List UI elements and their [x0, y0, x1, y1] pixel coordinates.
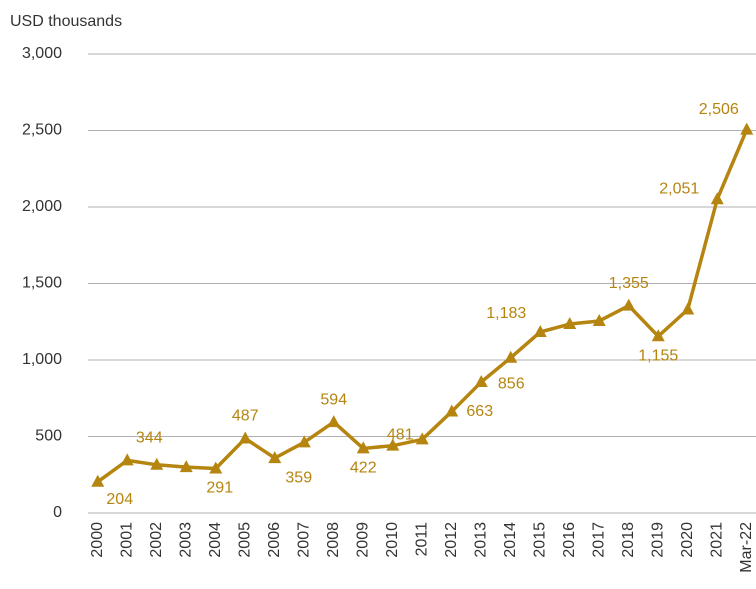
y-tick-label: 1,500: [22, 275, 62, 292]
data-label: 422: [350, 460, 377, 477]
marker: [445, 404, 459, 417]
data-label: 291: [206, 480, 233, 497]
x-tick-label: 2006: [266, 522, 283, 558]
marker: [150, 457, 164, 470]
x-tick-label: 2000: [89, 522, 106, 558]
x-tick-label: 2012: [443, 522, 460, 558]
x-tick-label: 2019: [649, 522, 666, 558]
marker: [710, 192, 724, 205]
y-tick-label: 1,000: [22, 351, 62, 368]
x-tick-label: 2013: [472, 522, 489, 558]
marker: [533, 325, 547, 338]
x-tick-label: 2007: [295, 522, 312, 558]
x-tick-label: 2009: [354, 522, 371, 558]
x-tick-label: 2004: [207, 522, 224, 558]
data-label: 2,051: [659, 180, 699, 197]
marker: [740, 122, 754, 135]
marker: [504, 350, 518, 363]
data-label: 856: [498, 375, 525, 392]
data-label: 1,155: [638, 348, 678, 365]
y-tick-label: 2,500: [22, 122, 62, 139]
x-tick-label: 2005: [236, 522, 253, 558]
data-label: 1,355: [609, 275, 649, 292]
y-tick-label: 0: [53, 504, 62, 521]
x-tick-label: 2011: [413, 522, 430, 557]
marker: [592, 313, 606, 326]
data-label: 344: [136, 430, 163, 447]
marker: [120, 453, 134, 466]
data-label: 204: [106, 491, 133, 508]
x-tick-label: 2021: [708, 522, 725, 558]
x-tick-label: 2008: [325, 522, 342, 558]
marker: [622, 298, 636, 311]
data-label: 481: [387, 427, 414, 444]
y-tick-label: 2,000: [22, 198, 62, 215]
line: [96, 128, 749, 484]
x-tick-label: Mar-22: [738, 522, 755, 573]
marker: [297, 435, 311, 448]
x-tick-label: 2002: [148, 522, 165, 558]
y-tick-label: 500: [35, 428, 62, 445]
x-tick-label: 2020: [679, 522, 696, 558]
data-label: 2,506: [699, 101, 739, 118]
marker: [179, 460, 193, 473]
marker: [474, 375, 488, 388]
marker: [91, 474, 105, 487]
marker: [238, 431, 252, 444]
x-tick-label: 2014: [502, 522, 519, 558]
marker: [268, 451, 282, 464]
x-tick-label: 2016: [561, 522, 578, 558]
y-axis-label: USD thousands: [10, 13, 122, 30]
data-label: 359: [285, 469, 312, 486]
marker: [356, 441, 370, 454]
y-tick-label: 3,000: [22, 45, 62, 62]
marker: [651, 329, 665, 342]
data-label: 1,183: [486, 305, 526, 322]
x-tick-label: 2001: [118, 522, 135, 558]
x-tick-label: 2010: [384, 522, 401, 558]
x-tick-label: 2018: [620, 522, 637, 558]
marker: [386, 438, 400, 451]
marker: [415, 432, 429, 445]
data-label: 663: [466, 403, 493, 420]
marker: [681, 302, 695, 315]
x-tick-label: 2017: [590, 522, 607, 558]
marker: [327, 415, 341, 428]
data-label: 594: [320, 391, 347, 408]
marker: [563, 317, 577, 330]
data-label: 487: [232, 408, 259, 425]
x-tick-label: 2015: [531, 522, 548, 558]
marker: [209, 461, 223, 474]
x-tick-label: 2003: [177, 522, 194, 558]
